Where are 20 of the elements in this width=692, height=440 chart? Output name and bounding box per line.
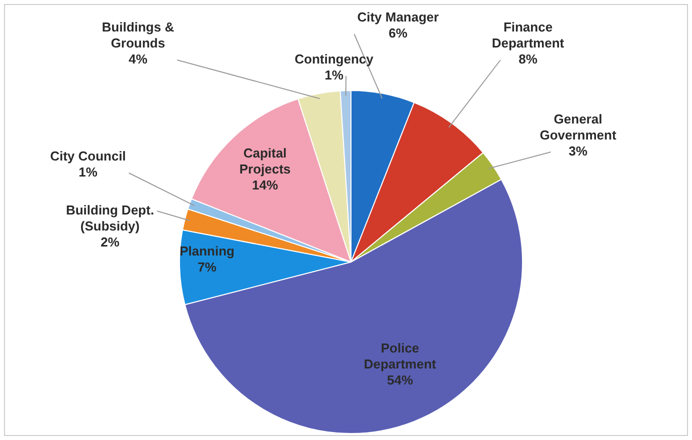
data-label: 4% — [128, 52, 148, 67]
slice-label: General Government — [540, 112, 617, 143]
slice-label: Finance Department — [492, 20, 565, 51]
data-label: 54% — [386, 372, 414, 388]
data-label: 2% — [100, 234, 120, 250]
slice-label: Contingency — [294, 52, 374, 67]
slice-label: Police Department — [364, 340, 437, 372]
slice-label: City Council — [50, 148, 126, 164]
slice-label: Building Dept. (Subsidy) — [66, 202, 154, 234]
data-label: 1% — [78, 164, 98, 180]
data-label: 1% — [324, 68, 344, 83]
data-label: 14% — [252, 178, 278, 193]
slice-label: City Manager — [357, 10, 439, 25]
data-label: 8% — [518, 52, 538, 67]
data-label: 6% — [388, 26, 408, 41]
slice-label: Capital Projects — [239, 146, 291, 177]
slice-label: Planning — [180, 244, 234, 259]
slice-label: Buildings & Grounds — [102, 20, 174, 51]
data-label: 7% — [198, 260, 217, 275]
data-label: 3% — [568, 144, 588, 159]
